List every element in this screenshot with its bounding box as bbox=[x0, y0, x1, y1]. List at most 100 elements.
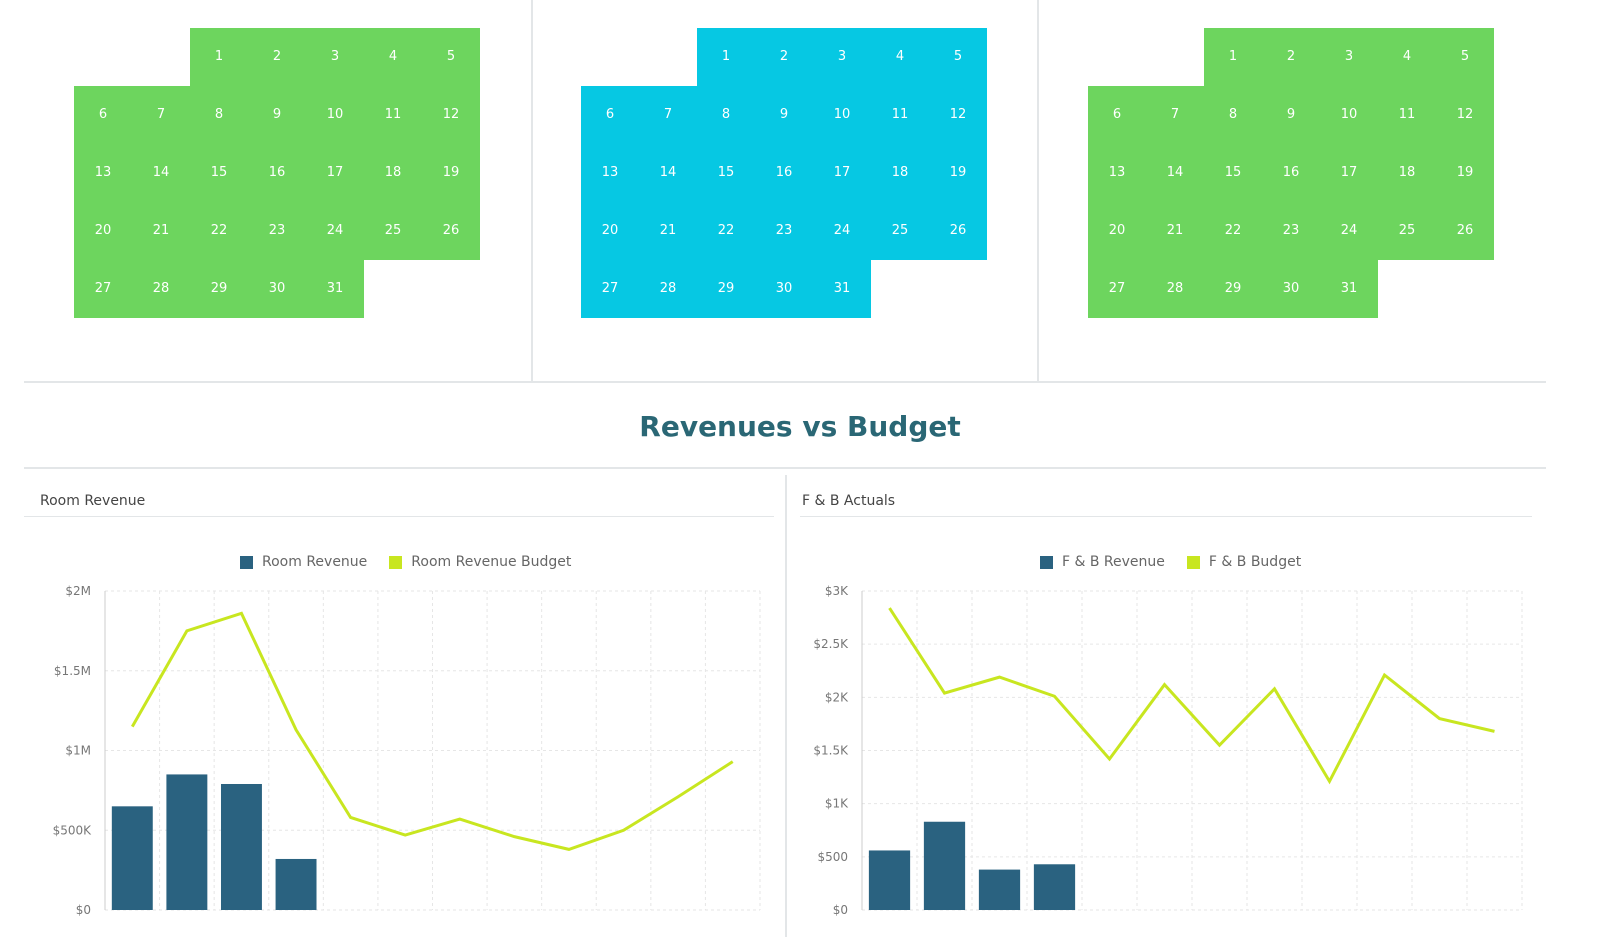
calendar-day[interactable]: 5 bbox=[422, 28, 480, 86]
calendar-day[interactable]: 16 bbox=[1262, 144, 1320, 202]
calendar-day[interactable]: 20 bbox=[74, 202, 132, 260]
calendar-day[interactable]: 2 bbox=[1262, 28, 1320, 86]
calendar-day[interactable]: 5 bbox=[929, 28, 987, 86]
calendar-day[interactable]: 1 bbox=[697, 28, 755, 86]
calendar-day[interactable]: 11 bbox=[364, 86, 422, 144]
calendar-day[interactable]: 4 bbox=[1378, 28, 1436, 86]
calendar-day[interactable]: 22 bbox=[697, 202, 755, 260]
calendar-day[interactable]: 3 bbox=[306, 28, 364, 86]
calendar-day[interactable]: 13 bbox=[74, 144, 132, 202]
calendar-day[interactable]: 2 bbox=[755, 28, 813, 86]
calendar-day[interactable]: 17 bbox=[813, 144, 871, 202]
calendar-day[interactable]: 16 bbox=[755, 144, 813, 202]
calendar-day[interactable]: 3 bbox=[813, 28, 871, 86]
calendar-day[interactable]: 23 bbox=[755, 202, 813, 260]
calendar-day[interactable]: 18 bbox=[871, 144, 929, 202]
calendar-day[interactable]: 27 bbox=[1088, 260, 1146, 318]
calendar-day[interactable]: 29 bbox=[190, 260, 248, 318]
calendar-day[interactable]: 30 bbox=[755, 260, 813, 318]
calendar-day[interactable]: 30 bbox=[1262, 260, 1320, 318]
calendar-day[interactable]: 24 bbox=[306, 202, 364, 260]
calendar-day[interactable]: 23 bbox=[248, 202, 306, 260]
calendar-day[interactable]: 17 bbox=[306, 144, 364, 202]
calendar-day[interactable]: 20 bbox=[1088, 202, 1146, 260]
calendar-day[interactable]: 13 bbox=[581, 144, 639, 202]
calendar-day[interactable]: 18 bbox=[1378, 144, 1436, 202]
calendar-day[interactable]: 31 bbox=[1320, 260, 1378, 318]
calendar-day[interactable]: 7 bbox=[1146, 86, 1204, 144]
calendar-day[interactable]: 11 bbox=[871, 86, 929, 144]
calendar-day[interactable]: 8 bbox=[697, 86, 755, 144]
calendar-day[interactable]: 4 bbox=[364, 28, 422, 86]
calendar-day[interactable]: 5 bbox=[1436, 28, 1494, 86]
y-tick-label: $2K bbox=[825, 690, 849, 704]
calendar-day[interactable]: 27 bbox=[74, 260, 132, 318]
calendar-day[interactable]: 26 bbox=[1436, 202, 1494, 260]
calendar-day[interactable]: 19 bbox=[422, 144, 480, 202]
calendar-day[interactable]: 21 bbox=[132, 202, 190, 260]
calendar-day[interactable]: 24 bbox=[813, 202, 871, 260]
calendar-day[interactable]: 16 bbox=[248, 144, 306, 202]
calendar-day[interactable]: 28 bbox=[639, 260, 697, 318]
calendar-day[interactable]: 12 bbox=[422, 86, 480, 144]
calendar-day[interactable]: 15 bbox=[1204, 144, 1262, 202]
calendar-day[interactable]: 1 bbox=[1204, 28, 1262, 86]
calendar-day[interactable]: 19 bbox=[1436, 144, 1494, 202]
calendar-day[interactable]: 23 bbox=[1262, 202, 1320, 260]
calendar-day[interactable]: 6 bbox=[581, 86, 639, 144]
calendar-day[interactable]: 12 bbox=[1436, 86, 1494, 144]
calendar-day[interactable]: 9 bbox=[1262, 86, 1320, 144]
calendar-day[interactable]: 8 bbox=[1204, 86, 1262, 144]
calendar-day[interactable]: 2 bbox=[248, 28, 306, 86]
calendar-day[interactable]: 17 bbox=[1320, 144, 1378, 202]
calendar-day[interactable]: 7 bbox=[639, 86, 697, 144]
calendar-day[interactable]: 25 bbox=[871, 202, 929, 260]
calendar-day[interactable]: 14 bbox=[1146, 144, 1204, 202]
legend-label: F & B Revenue bbox=[1062, 554, 1165, 570]
calendar-day[interactable]: 21 bbox=[639, 202, 697, 260]
calendar-day[interactable]: 30 bbox=[248, 260, 306, 318]
calendar-day[interactable]: 22 bbox=[1204, 202, 1262, 260]
calendar-day[interactable]: 27 bbox=[581, 260, 639, 318]
calendar-day[interactable]: 24 bbox=[1320, 202, 1378, 260]
calendar-day[interactable]: 26 bbox=[929, 202, 987, 260]
calendar-day[interactable]: 20 bbox=[581, 202, 639, 260]
calendar-day[interactable]: 28 bbox=[132, 260, 190, 318]
calendar-day[interactable]: 9 bbox=[755, 86, 813, 144]
calendar-day[interactable]: 8 bbox=[190, 86, 248, 144]
calendar-day[interactable]: 6 bbox=[1088, 86, 1146, 144]
calendar-day[interactable]: 19 bbox=[929, 144, 987, 202]
legend-item[interactable]: F & B Revenue bbox=[1040, 554, 1165, 570]
calendar-day[interactable]: 18 bbox=[364, 144, 422, 202]
calendar-day[interactable]: 7 bbox=[132, 86, 190, 144]
calendar-day[interactable]: 25 bbox=[364, 202, 422, 260]
calendar-day[interactable]: 3 bbox=[1320, 28, 1378, 86]
calendar-day[interactable]: 10 bbox=[306, 86, 364, 144]
legend-item[interactable]: Room Revenue bbox=[240, 554, 367, 570]
calendar-day[interactable]: 9 bbox=[248, 86, 306, 144]
calendar-day[interactable]: 1 bbox=[190, 28, 248, 86]
calendar-day[interactable]: 25 bbox=[1378, 202, 1436, 260]
calendar-day[interactable]: 6 bbox=[74, 86, 132, 144]
calendar-day[interactable]: 15 bbox=[697, 144, 755, 202]
calendar-day[interactable]: 29 bbox=[697, 260, 755, 318]
calendar-day[interactable]: 10 bbox=[813, 86, 871, 144]
calendar-day[interactable]: 15 bbox=[190, 144, 248, 202]
calendar-day[interactable]: 11 bbox=[1378, 86, 1436, 144]
legend-item[interactable]: F & B Budget bbox=[1186, 554, 1301, 570]
legend-item[interactable]: Room Revenue Budget bbox=[389, 554, 571, 570]
calendar-day[interactable]: 10 bbox=[1320, 86, 1378, 144]
calendar-day[interactable]: 14 bbox=[639, 144, 697, 202]
calendar-day[interactable]: 26 bbox=[422, 202, 480, 260]
calendar-day[interactable]: 31 bbox=[813, 260, 871, 318]
calendar-day[interactable]: 12 bbox=[929, 86, 987, 144]
calendar-day[interactable]: 14 bbox=[132, 144, 190, 202]
calendar-day[interactable]: 21 bbox=[1146, 202, 1204, 260]
calendar-day[interactable]: 13 bbox=[1088, 144, 1146, 202]
legend-swatch bbox=[389, 555, 403, 569]
calendar-day[interactable]: 4 bbox=[871, 28, 929, 86]
calendar-day[interactable]: 29 bbox=[1204, 260, 1262, 318]
calendar-day[interactable]: 22 bbox=[190, 202, 248, 260]
calendar-day[interactable]: 31 bbox=[306, 260, 364, 318]
calendar-day[interactable]: 28 bbox=[1146, 260, 1204, 318]
